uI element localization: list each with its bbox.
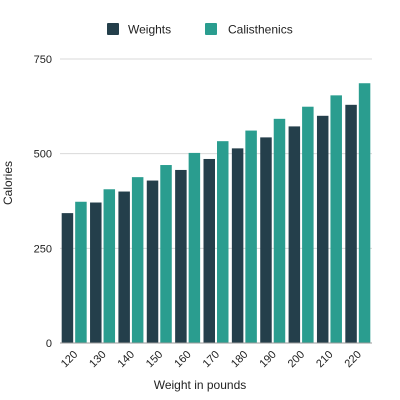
- bar-weights-170: [203, 158, 215, 343]
- bar-weights-190: [260, 137, 272, 343]
- bar-calisthenics-200: [302, 106, 314, 343]
- bar-calisthenics-150: [160, 165, 172, 343]
- x-tick-label: 210: [314, 349, 335, 370]
- bar-calisthenics-210: [330, 95, 342, 344]
- bar-weights-200: [288, 126, 301, 343]
- x-tick-label: 120: [59, 349, 80, 370]
- bar-calisthenics-170: [217, 141, 229, 343]
- bar-weights-160: [175, 169, 187, 343]
- bar-weights-210: [316, 115, 329, 343]
- x-axis-title: Weight in pounds: [154, 378, 247, 392]
- y-axis-ticks: 0 250 500 750: [34, 54, 52, 350]
- x-tick-label: 190: [257, 349, 278, 370]
- bar-calisthenics-160: [188, 152, 201, 343]
- bar-calisthenics-220: [358, 83, 371, 343]
- legend-label-weights: Weights: [128, 23, 171, 37]
- bar-calisthenics-120: [75, 201, 87, 343]
- bar-weights-180: [231, 148, 244, 343]
- legend-swatch-weights: [107, 23, 119, 35]
- bar-calisthenics-130: [103, 189, 116, 343]
- y-tick-label: 500: [34, 149, 52, 161]
- bars: [61, 83, 371, 344]
- x-tick-label: 200: [286, 349, 307, 370]
- legend: Weights Calisthenics: [107, 23, 293, 37]
- legend-label-calisthenics: Calisthenics: [228, 23, 293, 37]
- x-tick-label: 130: [87, 349, 108, 370]
- x-axis-ticks: 120 130 140 150 160 170 180 190 200 210 220: [59, 349, 364, 370]
- x-tick-label: 170: [201, 349, 222, 370]
- x-tick-label: 180: [229, 349, 250, 370]
- y-axis-title: Calories: [1, 161, 15, 205]
- bar-calisthenics-180: [245, 130, 257, 343]
- y-tick-label: 750: [34, 54, 52, 66]
- legend-swatch-calisthenics: [205, 23, 217, 35]
- bar-weights-130: [90, 202, 102, 343]
- bar-weights-220: [345, 104, 357, 343]
- y-tick-label: 250: [34, 243, 52, 255]
- x-tick-label: 150: [144, 349, 165, 370]
- bar-weights-120: [61, 213, 74, 343]
- bar-calisthenics-140: [131, 177, 144, 343]
- x-tick-label: 220: [342, 349, 363, 370]
- x-tick-label: 160: [172, 349, 193, 370]
- bar-weights-150: [146, 180, 159, 343]
- y-tick-label: 0: [46, 338, 52, 350]
- bar-calisthenics-190: [273, 118, 286, 343]
- bar-weights-140: [118, 191, 130, 343]
- x-tick-label: 140: [116, 349, 137, 370]
